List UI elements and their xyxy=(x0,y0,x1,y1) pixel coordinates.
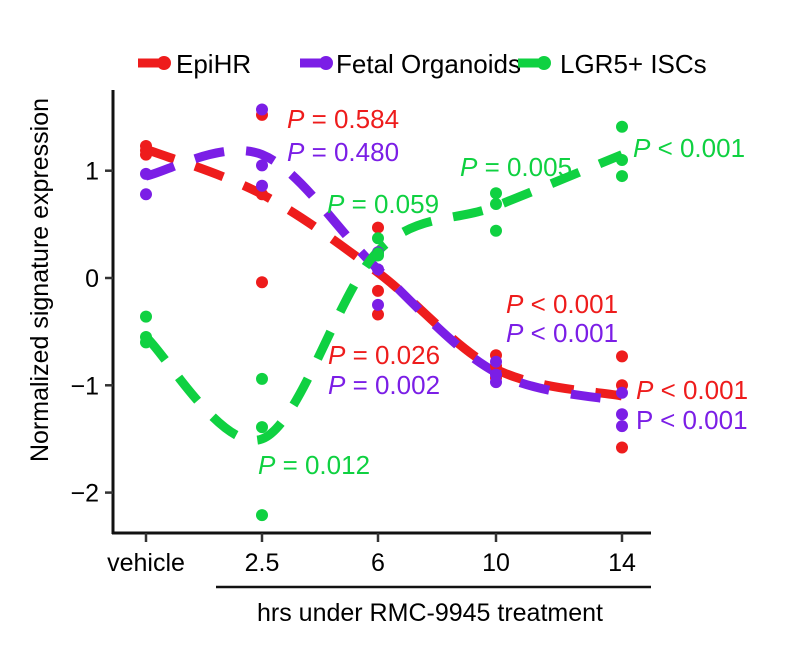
point-epihr xyxy=(372,308,384,321)
p-symbol: P xyxy=(258,450,276,480)
x-tick-label: 14 xyxy=(608,549,636,577)
p-value-text: < 0.001 xyxy=(523,289,618,319)
p-value-lgr5-iscs: P < 0.001 xyxy=(633,133,745,163)
p-value-lgr5-iscs: P = 0.005 xyxy=(460,152,572,182)
p-value-text: P < 0.001 xyxy=(636,405,748,435)
point-epihr xyxy=(140,148,152,161)
point-fetal-organoids xyxy=(140,188,152,201)
p-value-text: = 0.002 xyxy=(345,370,440,400)
x-ticks: vehicle 2.5 6 10 14 xyxy=(107,533,636,577)
point-fetal-organoids xyxy=(256,159,268,172)
p-symbol: P xyxy=(506,318,524,348)
p-value-text: = 0.005 xyxy=(477,152,572,182)
legend-label-lgr5-iscs: LGR5+ ISCs xyxy=(560,49,707,79)
point-fetal-organoids xyxy=(616,386,628,399)
p-symbol: P xyxy=(636,375,654,405)
point-lgr5-iscs xyxy=(372,232,384,245)
p-value-epihr: P < 0.001 xyxy=(506,289,618,319)
data-points xyxy=(140,103,628,522)
p-value-fetal-organoids: P = 0.002 xyxy=(328,370,440,400)
legend-swatch-dot xyxy=(319,56,333,70)
legend-swatch-dot xyxy=(157,56,171,70)
y-ticks: 1 0 −1 −2 xyxy=(70,158,113,508)
point-lgr5-iscs xyxy=(490,197,502,210)
legend-swatch-dot xyxy=(537,56,551,70)
point-fetal-organoids xyxy=(490,376,502,389)
p-value-lgr5-iscs: P = 0.059 xyxy=(327,189,439,219)
x-axis-title: hrs under RMC-9945 treatment xyxy=(257,599,603,627)
legend-label-epihr: EpiHR xyxy=(176,49,251,79)
p-value-epihr: P = 0.584 xyxy=(287,104,399,134)
point-lgr5-iscs xyxy=(616,120,628,133)
p-value-text: < 0.001 xyxy=(523,318,618,348)
p-value-fetal-organoids: P < 0.001 xyxy=(506,318,618,348)
point-epihr xyxy=(616,350,628,363)
p-value-text: = 0.480 xyxy=(304,137,399,167)
x-tick-label: 10 xyxy=(482,549,510,577)
p-symbol: P xyxy=(287,137,305,167)
p-value-epihr: P = 0.026 xyxy=(328,340,440,370)
y-axis-title: Normalized signature expression xyxy=(26,98,54,462)
point-lgr5-iscs xyxy=(490,224,502,237)
point-lgr5-iscs xyxy=(256,372,268,385)
p-symbol: P xyxy=(328,340,346,370)
point-lgr5-iscs xyxy=(140,310,152,323)
point-epihr xyxy=(372,221,384,234)
point-fetal-organoids xyxy=(616,408,628,421)
p-value-fetal-organoids: P < 0.001 xyxy=(636,405,748,435)
point-lgr5-iscs xyxy=(372,249,384,262)
y-tick-label: 1 xyxy=(85,158,99,186)
point-epihr xyxy=(372,284,384,297)
p-symbol: P xyxy=(328,370,346,400)
point-epihr xyxy=(616,441,628,454)
point-epihr xyxy=(256,188,268,201)
p-value-text: = 0.026 xyxy=(345,340,440,370)
p-symbol: P xyxy=(287,104,305,134)
y-tick-label: −2 xyxy=(70,480,99,508)
y-tick-label: 0 xyxy=(85,265,99,293)
p-value-lgr5-iscs: P = 0.012 xyxy=(258,450,370,480)
x-tick-label: 2.5 xyxy=(245,549,280,577)
point-fetal-organoids xyxy=(256,103,268,116)
point-lgr5-iscs xyxy=(616,153,628,166)
point-lgr5-iscs xyxy=(140,336,152,349)
point-fetal-organoids xyxy=(372,263,384,276)
p-value-text: < 0.001 xyxy=(650,133,745,163)
legend-label-fetal-organoids: Fetal Organoids xyxy=(336,49,521,79)
p-value-text: = 0.059 xyxy=(344,189,439,219)
point-lgr5-iscs xyxy=(256,421,268,434)
legend: EpiHR Fetal Organoids LGR5+ ISCs xyxy=(138,49,707,79)
y-tick-label: −1 xyxy=(70,372,99,400)
p-symbol: P xyxy=(460,152,478,182)
point-lgr5-iscs xyxy=(616,170,628,183)
point-lgr5-iscs xyxy=(490,187,502,200)
point-fetal-organoids xyxy=(616,420,628,433)
p-symbol: P xyxy=(327,189,345,219)
point-fetal-organoids xyxy=(140,167,152,180)
x-tick-label: vehicle xyxy=(107,549,185,577)
p-value-fetal-organoids: P = 0.480 xyxy=(287,137,399,167)
p-value-text: = 0.012 xyxy=(275,450,370,480)
p-symbol: P xyxy=(633,133,651,163)
p-symbol: P xyxy=(506,289,524,319)
point-epihr xyxy=(256,276,268,289)
x-tick-label: 6 xyxy=(371,549,385,577)
point-lgr5-iscs xyxy=(256,509,268,522)
point-fetal-organoids xyxy=(490,355,502,368)
p-value-text: = 0.584 xyxy=(304,104,399,134)
fit-curve-lgr5-iscs xyxy=(142,150,624,445)
point-fetal-organoids xyxy=(256,179,268,192)
p-value-text: < 0.001 xyxy=(653,375,748,405)
point-fetal-organoids xyxy=(372,298,384,311)
p-value-epihr: P < 0.001 xyxy=(636,375,748,405)
